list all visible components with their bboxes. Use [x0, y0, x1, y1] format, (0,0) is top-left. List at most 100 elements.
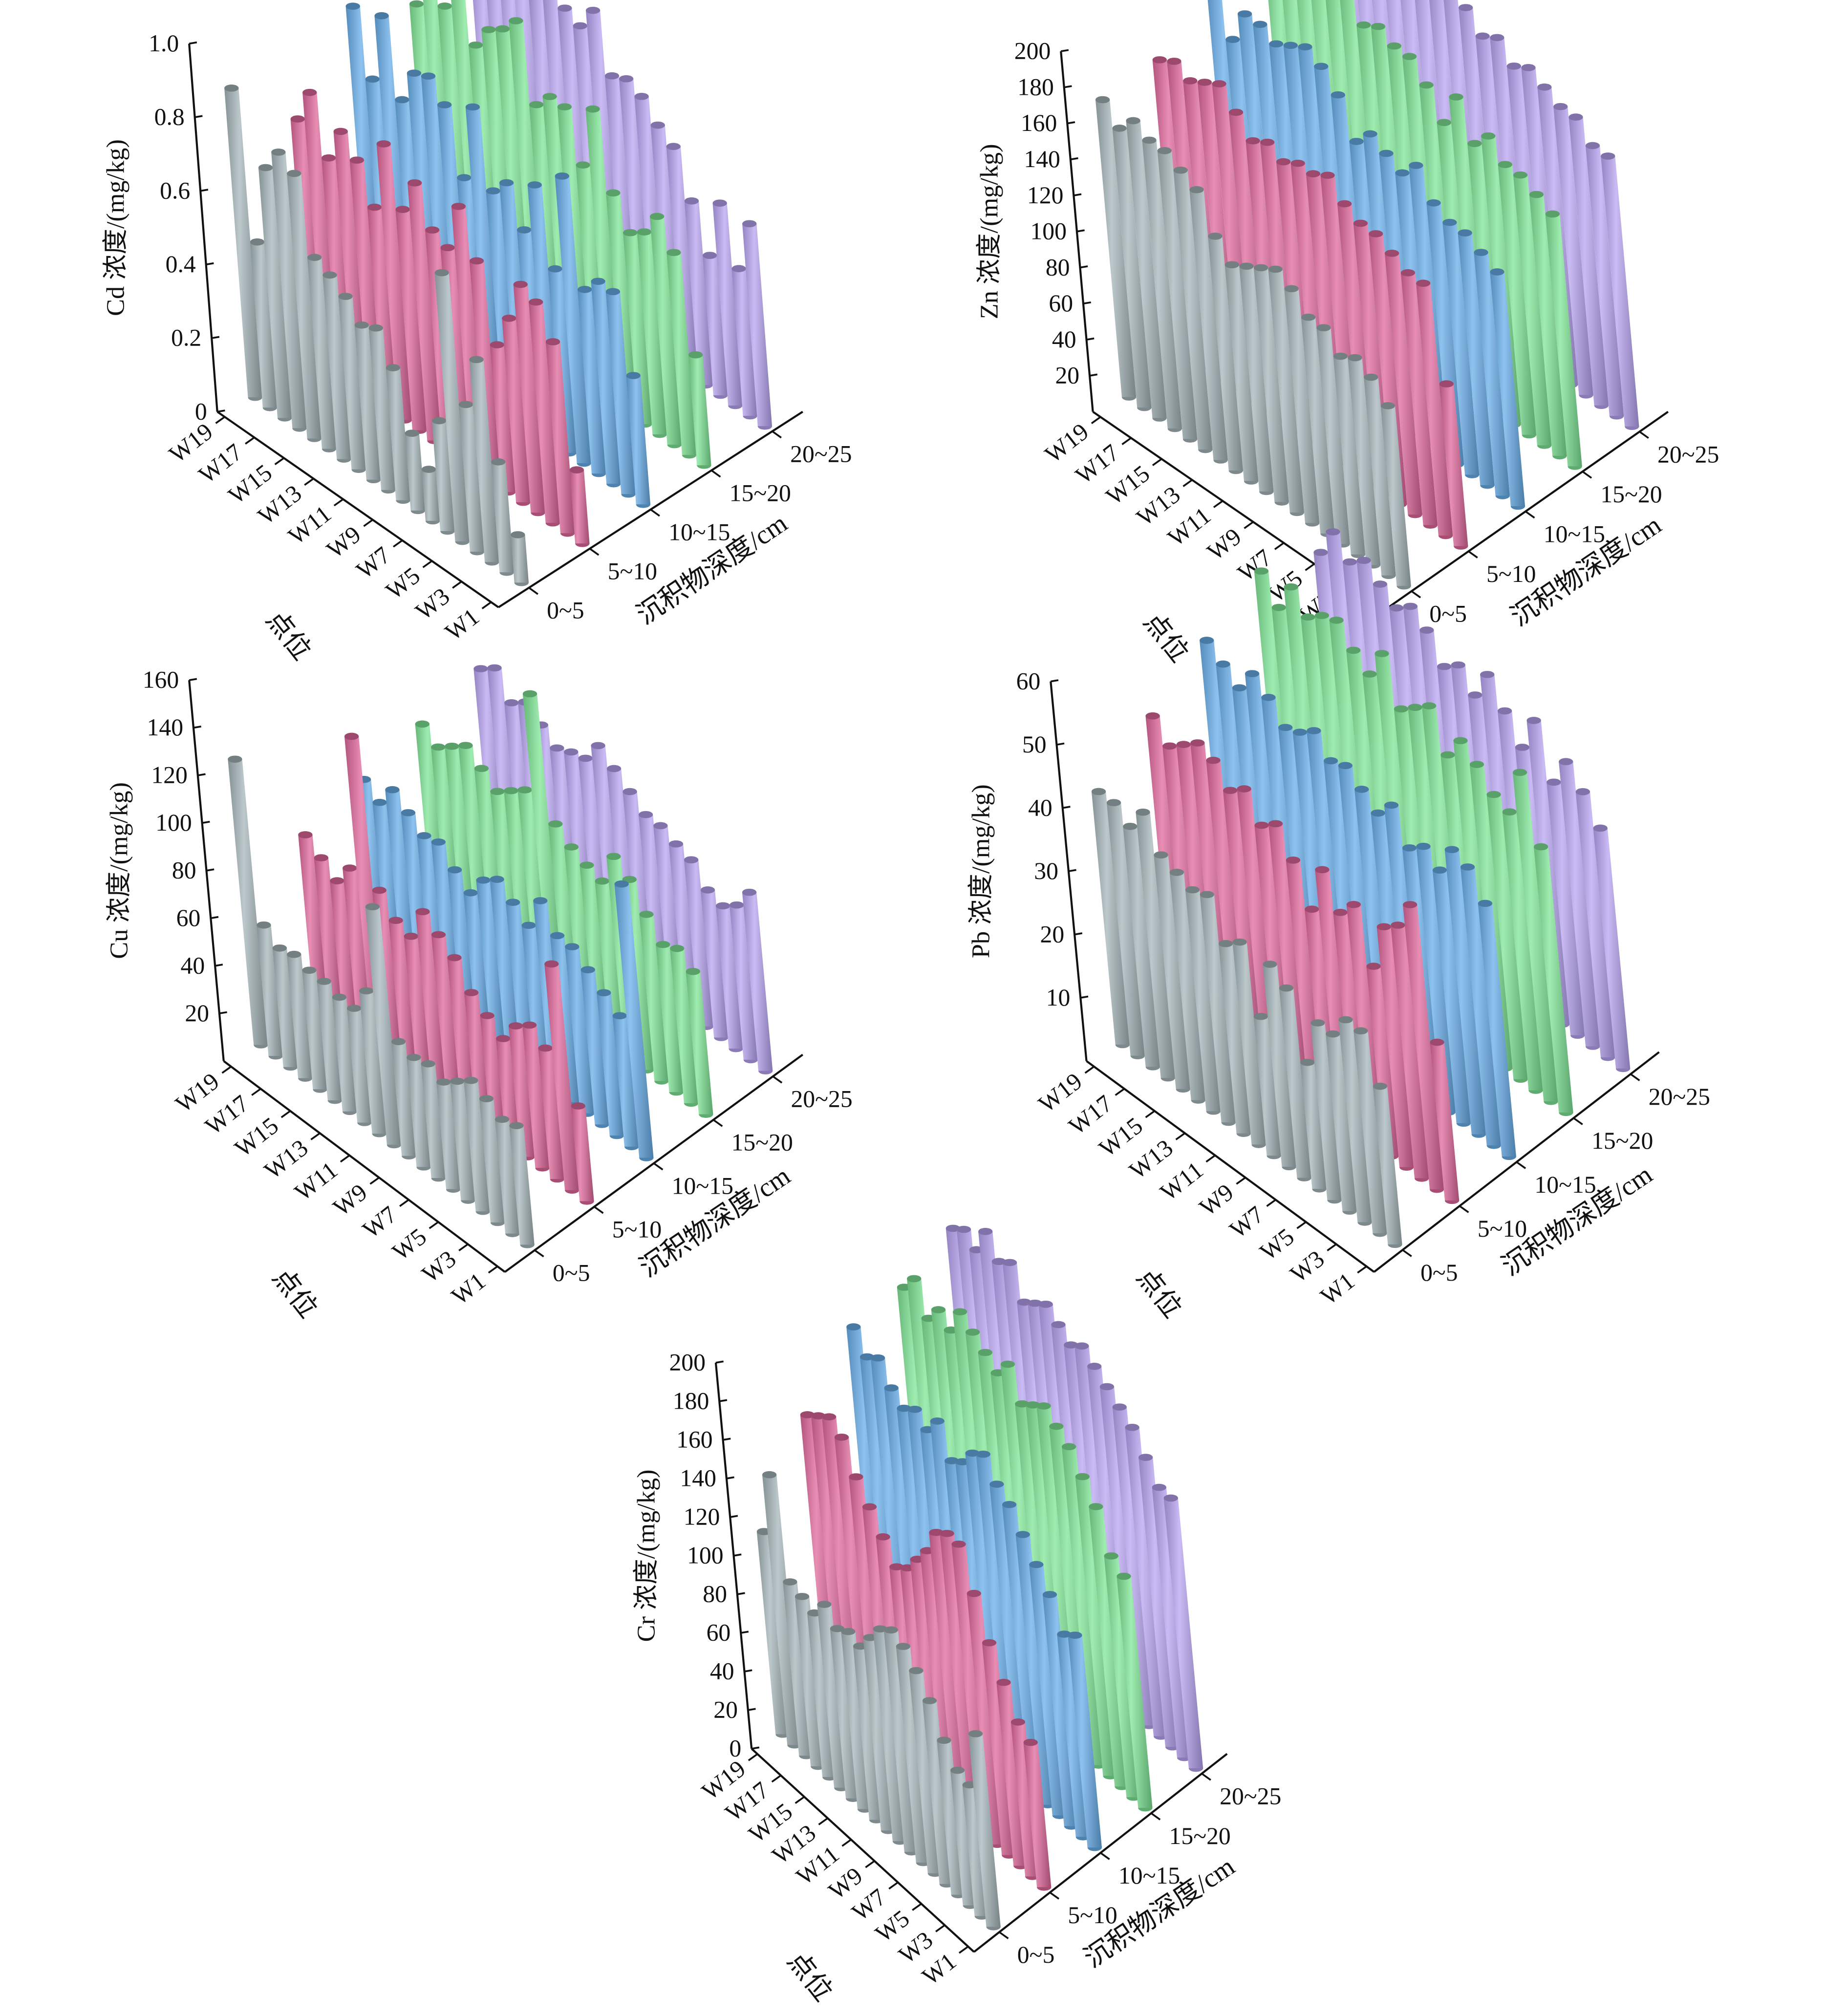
site-tick	[245, 436, 255, 445]
y-tick-label: 0.2	[171, 324, 201, 351]
site-tick	[935, 1924, 945, 1932]
bar-W4-10~15	[1442, 218, 1480, 478]
bar-W2-0~5	[491, 458, 514, 576]
y-tick-label: 60	[176, 904, 201, 931]
bar-W2-10~15	[1460, 863, 1501, 1149]
y-tick-label: 60	[1049, 290, 1073, 317]
bar-W8-0~5	[405, 429, 425, 515]
bar-W11-0~5	[354, 321, 381, 484]
y-tick-label: 60	[707, 1619, 731, 1646]
bar-W1-10~15	[614, 880, 654, 1161]
y-tick	[730, 1515, 738, 1518]
y-tick-label: 80	[172, 857, 196, 883]
y-axis-label: Cr 浓度/(mg/kg)	[632, 1469, 660, 1642]
y-tick	[740, 1630, 749, 1634]
y-tick-label: 50	[1022, 731, 1047, 758]
depth-tick	[1639, 430, 1649, 439]
bar-W2-15~20	[670, 944, 699, 1107]
site-tick	[280, 1110, 291, 1118]
bar-W2-10~15	[605, 288, 636, 498]
y-tick-label: 40	[710, 1658, 734, 1685]
bar-W1-15~20	[688, 351, 711, 469]
bar-W10-0~5	[365, 903, 402, 1149]
site-tick-label: W7	[358, 1201, 402, 1244]
site-tick-label: W9	[328, 1179, 372, 1222]
bar-W5-10~15	[555, 172, 591, 467]
bar-W14-0~5	[1173, 166, 1213, 453]
y-tick	[189, 41, 197, 45]
site-axis	[216, 410, 499, 608]
bar-W2-10~15	[612, 1012, 639, 1151]
site-tick-label: W5	[387, 1223, 431, 1266]
depth-tick-label: 5~10	[1486, 560, 1536, 587]
y-tick-label: 100	[687, 1542, 724, 1569]
depth-tick	[534, 1249, 544, 1258]
site-tick	[369, 1177, 380, 1185]
bar-W3-20~25	[1559, 758, 1600, 1050]
bar-W4-20~25	[703, 252, 728, 399]
depth-tick-label: 5~10	[1068, 1902, 1117, 1929]
bar-W13-0~5	[1189, 186, 1228, 464]
bar-W12-0~5	[1208, 233, 1243, 474]
bar-W3-10~15	[597, 989, 624, 1139]
depth-tick	[1582, 471, 1592, 479]
site-axis-label: 点位	[1138, 607, 1195, 667]
depth-tick	[1525, 511, 1535, 519]
bar-W1-20~25	[1163, 1494, 1203, 1772]
bar-W2-5~10	[544, 960, 580, 1194]
depth-tick-label: 10~15	[1534, 1171, 1596, 1198]
site-tick	[795, 1796, 805, 1804]
bar-W3-20~25	[1568, 113, 1609, 409]
depth-tick-label: 15~20	[731, 1129, 793, 1156]
bar-W4-0~5	[458, 401, 485, 556]
site-tick	[363, 519, 373, 527]
site-tick	[818, 1817, 828, 1825]
y-tick-label: 10	[1046, 984, 1071, 1011]
depth-tick-label: 5~10	[1478, 1215, 1527, 1242]
site-tick	[865, 1860, 875, 1868]
site-tick-label: W1	[1315, 1267, 1359, 1310]
bar-W11-0~5	[359, 987, 387, 1137]
bar-W3-0~5	[1338, 1016, 1372, 1226]
bar-W6-0~5	[436, 1078, 461, 1193]
site-tick	[1145, 1110, 1155, 1118]
y-tick	[206, 868, 215, 872]
site-tick	[1274, 542, 1285, 550]
bar-W3-0~5	[469, 356, 499, 566]
y-tick-label: 140	[1024, 146, 1060, 172]
depth-tick-label: 0~5	[547, 597, 584, 624]
bar-W2-0~5	[1364, 373, 1396, 579]
depth-tick-label: 20~25	[1649, 1083, 1710, 1110]
depth-tick-label: 15~20	[1169, 1823, 1231, 1849]
bar-W3-5~10	[529, 298, 560, 527]
site-tick	[310, 1132, 321, 1140]
bar-W19-0~5	[1091, 788, 1130, 1049]
bar-W3-10~15	[591, 278, 621, 488]
bar-W1-10~15	[1068, 1631, 1102, 1851]
bar-W3-10~15	[1444, 846, 1486, 1138]
bar-W4-5~10	[1384, 250, 1422, 518]
site-tick	[958, 1946, 969, 1954]
y-tick	[1068, 869, 1076, 872]
bar-W5-5~10	[502, 315, 531, 506]
bar-W2-5~10	[545, 338, 575, 537]
bar-W8-0~5	[1268, 265, 1305, 516]
y-tick	[206, 262, 214, 266]
depth-tick	[594, 1206, 604, 1214]
bar-W1-10~15	[1478, 900, 1516, 1160]
site-tick	[1205, 1155, 1216, 1163]
site-tick	[888, 1882, 899, 1890]
bar-W1-5~10	[1430, 1038, 1460, 1204]
y-tick	[723, 1437, 731, 1441]
bar-W4-10~15	[578, 286, 606, 477]
site-tick	[1305, 563, 1315, 571]
bar-W3-10~15	[1458, 229, 1495, 489]
site-tick	[771, 1775, 782, 1783]
y-tick-label: 1.0	[149, 30, 179, 57]
y-tick-label: 100	[155, 809, 192, 836]
bar-W1-20~25	[1601, 152, 1639, 430]
site-tick	[748, 1753, 758, 1761]
site-tick	[458, 1243, 469, 1251]
bar-W4-20~25	[1546, 778, 1585, 1039]
